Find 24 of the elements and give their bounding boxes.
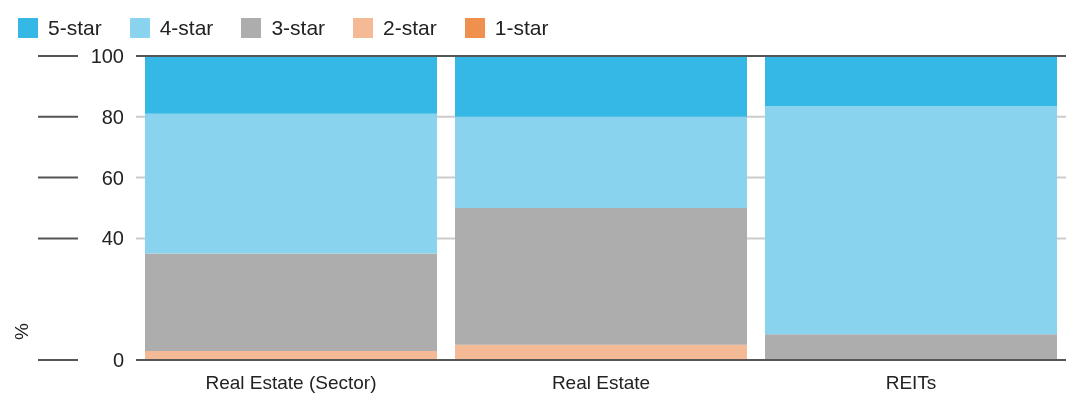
bar (765, 56, 1057, 107)
legend-label: 5-star (47, 16, 102, 40)
x-tick-label: Real Estate (551, 372, 651, 394)
y-tick-label: 40 (101, 227, 124, 250)
bar (765, 334, 1057, 360)
legend-label: 3-star (270, 16, 326, 40)
legend-label: 2-star (382, 16, 437, 40)
y-tick-label: 100 (90, 45, 124, 67)
bar (455, 116, 747, 208)
y-tick-label: 0 (112, 349, 124, 371)
bar (455, 344, 747, 360)
bar (455, 208, 747, 345)
legend-label: 4-star (158, 16, 214, 40)
bar (765, 106, 1057, 335)
y-axis-title: % (11, 323, 32, 340)
y-tick-label: 80 (101, 105, 124, 128)
y-tick-label: 60 (101, 166, 124, 189)
bar (145, 113, 437, 254)
x-tick-label: Real Estate (Sector) (205, 372, 377, 394)
legend-label: 1-star (493, 16, 549, 40)
bar (145, 253, 437, 351)
bar (145, 56, 437, 114)
x-tick-label: REITs (885, 372, 937, 394)
bar (455, 56, 747, 117)
